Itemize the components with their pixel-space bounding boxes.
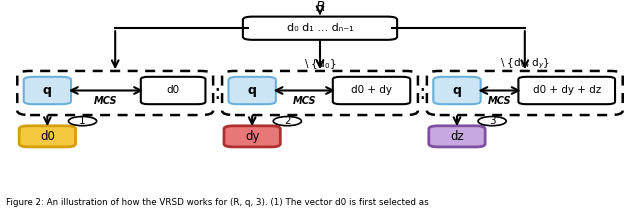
FancyBboxPatch shape: [433, 77, 481, 104]
Text: d0: d0: [166, 85, 180, 96]
Text: 2: 2: [284, 116, 291, 126]
FancyBboxPatch shape: [17, 71, 213, 115]
Text: q: q: [452, 84, 461, 97]
Text: MCS: MCS: [488, 96, 511, 106]
Text: dz: dz: [450, 130, 464, 143]
Circle shape: [478, 117, 506, 126]
Text: d0 + dy + dz: d0 + dy + dz: [532, 85, 601, 96]
FancyBboxPatch shape: [19, 126, 76, 147]
Text: d₀ d₁ ... dₙ₋₁: d₀ d₁ ... dₙ₋₁: [287, 23, 353, 33]
Text: MCS: MCS: [292, 96, 316, 106]
Text: dy: dy: [245, 130, 259, 143]
Text: q: q: [43, 84, 52, 97]
FancyBboxPatch shape: [429, 126, 485, 147]
FancyBboxPatch shape: [333, 77, 410, 104]
Text: q: q: [248, 84, 257, 97]
Text: \ {d$_0$, d$_y$}: \ {d$_0$, d$_y$}: [500, 57, 550, 71]
FancyBboxPatch shape: [228, 77, 276, 104]
Text: 1: 1: [79, 116, 86, 126]
Text: \ {d$_0$}: \ {d$_0$}: [304, 57, 336, 71]
Text: d0: d0: [40, 130, 55, 143]
Text: R: R: [315, 0, 325, 14]
FancyBboxPatch shape: [518, 77, 615, 104]
Text: Figure 2: An illustration of how the VRSD works for (R, q, 3). (1) The vector d0: Figure 2: An illustration of how the VRS…: [6, 198, 429, 207]
FancyBboxPatch shape: [243, 17, 397, 40]
FancyBboxPatch shape: [224, 126, 280, 147]
FancyBboxPatch shape: [427, 71, 623, 115]
Text: 3: 3: [489, 116, 495, 126]
FancyBboxPatch shape: [222, 71, 418, 115]
Text: d0 + dy: d0 + dy: [351, 85, 392, 96]
Circle shape: [68, 117, 97, 126]
FancyBboxPatch shape: [141, 77, 205, 104]
Text: MCS: MCS: [94, 96, 118, 106]
FancyBboxPatch shape: [24, 77, 71, 104]
Circle shape: [273, 117, 301, 126]
Text: :: :: [419, 83, 426, 103]
Text: :: :: [214, 83, 221, 103]
